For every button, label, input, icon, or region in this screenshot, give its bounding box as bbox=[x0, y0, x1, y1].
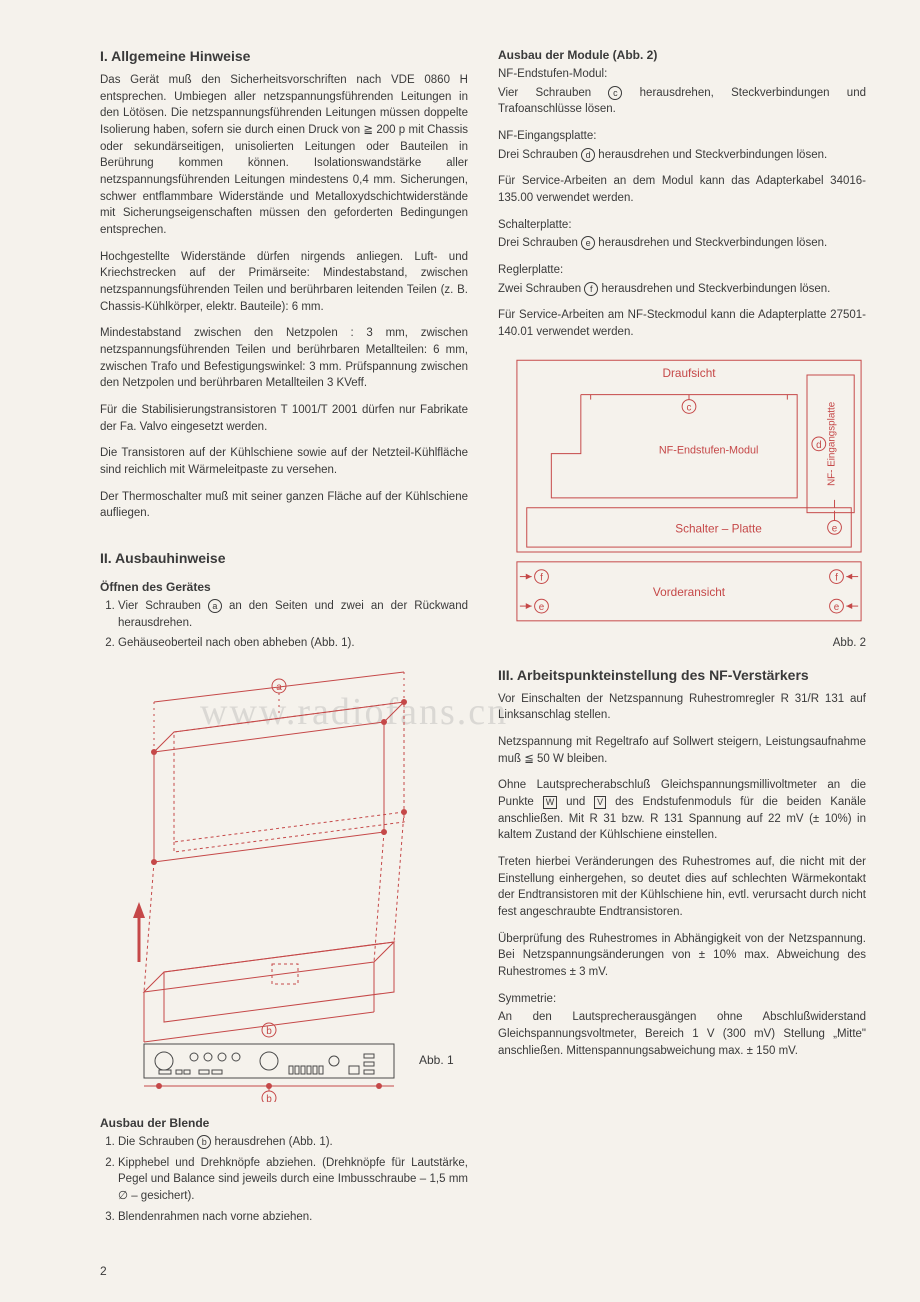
svg-text:e: e bbox=[834, 602, 840, 613]
svg-text:b: b bbox=[266, 1026, 272, 1037]
text: und bbox=[557, 796, 594, 808]
svg-text:d: d bbox=[816, 440, 821, 451]
svg-text:f: f bbox=[835, 572, 838, 583]
fig2-vorder: Vorderansicht bbox=[653, 585, 726, 599]
s3-p1: Vor Einschalten der Netzspannung Ruhestr… bbox=[498, 691, 866, 724]
s1-p5: Die Transistoren auf der Kühlschiene sow… bbox=[100, 445, 468, 478]
ref-a-icon: a bbox=[208, 599, 222, 613]
text: Zwei Schrauben bbox=[498, 283, 584, 295]
nf-ein-heading: NF-Eingangsplatte: bbox=[498, 128, 866, 145]
open-item-2: Gehäuseoberteil nach oben abheben (Abb. … bbox=[118, 635, 468, 652]
svg-text:c: c bbox=[687, 402, 692, 413]
schalter-heading: Schalterplatte: bbox=[498, 217, 866, 234]
module-heading: Ausbau der Module (Abb. 2) bbox=[498, 48, 866, 62]
blende-heading: Ausbau der Blende bbox=[100, 1116, 468, 1130]
blende-item-3: Blendenrahmen nach vorne abziehen. bbox=[118, 1209, 468, 1226]
svg-text:b: b bbox=[266, 1094, 272, 1102]
ref-d-icon: d bbox=[581, 148, 595, 162]
fig2-nfein: NF- Eingangsplatte bbox=[827, 401, 838, 486]
right-column: Ausbau der Module (Abb. 2) NF-Endstufen-… bbox=[498, 48, 866, 1278]
fig2-nfend: NF-Endstufen-Modul bbox=[659, 444, 759, 456]
s1-p6: Der Thermoschalter muß mit seiner ganzen… bbox=[100, 489, 468, 522]
text: Drei Schrauben bbox=[498, 149, 581, 161]
text: herausdrehen und Steckverbindungen lösen… bbox=[595, 149, 827, 161]
text: Vier Schrauben bbox=[118, 600, 208, 612]
text: herausdrehen und Steckverbindungen lösen… bbox=[595, 237, 827, 249]
fig2-draufsicht: Draufsicht bbox=[662, 366, 716, 380]
fig2-schalter: Schalter – Platte bbox=[675, 521, 762, 535]
text: Vier Schrauben bbox=[498, 87, 608, 99]
nf-ein-p: Drei Schrauben d herausdrehen und Steckv… bbox=[498, 147, 866, 164]
figure-2: Draufsicht NF-Endstufen-Modul c NF- Eing… bbox=[512, 353, 866, 633]
s1-p4: Für die Stabilisierungstransistoren T 10… bbox=[100, 402, 468, 435]
text: Drei Schrauben bbox=[498, 237, 581, 249]
blende-item-2: Kipphebel und Drehknöpfe abziehen. (Dreh… bbox=[118, 1155, 468, 1205]
sym-heading: Symmetrie: bbox=[498, 991, 866, 1008]
section1-heading: I. Allgemeine Hinweise bbox=[100, 48, 468, 64]
text: herausdrehen und Steckverbindungen lösen… bbox=[598, 283, 830, 295]
regler-heading: Reglerplatte: bbox=[498, 262, 866, 279]
blende-list: Die Schrauben b herausdrehen (Abb. 1). K… bbox=[100, 1134, 468, 1225]
sym-p: An den Lautsprecherausgängen ohne Abschl… bbox=[498, 1009, 866, 1059]
section3-heading: III. Arbeitspunkteinstellung des NF-Vers… bbox=[498, 667, 866, 683]
s1-p2: Hochgestellte Widerstände dürfen nirgend… bbox=[100, 249, 468, 316]
section2-heading: II. Ausbauhinweise bbox=[100, 550, 468, 566]
nf-end-heading: NF-Endstufen-Modul: bbox=[498, 66, 866, 83]
schalter-p: Drei Schrauben e herausdrehen und Steckv… bbox=[498, 235, 866, 252]
page-number: 2 bbox=[100, 1264, 107, 1278]
figure-1: a bbox=[100, 662, 468, 1102]
svg-text:f: f bbox=[540, 572, 543, 583]
s1-p1: Das Gerät muß den Sicherheitsvorschrifte… bbox=[100, 72, 468, 239]
figure-2-svg: Draufsicht NF-Endstufen-Modul c NF- Eing… bbox=[512, 353, 866, 633]
ref-f-icon: f bbox=[584, 282, 598, 296]
ref-w-icon: W bbox=[543, 796, 558, 809]
ref-e-icon: e bbox=[581, 236, 595, 250]
s3-p4: Treten hierbei Veränderungen des Ruhestr… bbox=[498, 854, 866, 921]
ref-b-icon: b bbox=[197, 1135, 211, 1149]
svg-text:e: e bbox=[832, 523, 838, 534]
open-heading: Öffnen des Gerätes bbox=[100, 580, 468, 594]
text: Die Schrauben bbox=[118, 1136, 197, 1148]
regler-p: Zwei Schrauben f herausdrehen und Steckv… bbox=[498, 281, 866, 298]
ref-v-icon: V bbox=[594, 796, 606, 809]
left-column: I. Allgemeine Hinweise Das Gerät muß den… bbox=[100, 48, 468, 1278]
blende-item-1: Die Schrauben b herausdrehen (Abb. 1). bbox=[118, 1134, 468, 1151]
nf-ein-p2: Für Service-Arbeiten an dem Modul kann d… bbox=[498, 173, 866, 206]
regler-p2: Für Service-Arbeiten am NF-Steckmodul ka… bbox=[498, 307, 866, 340]
s3-p5: Überprüfung des Ruhestromes in Abhängigk… bbox=[498, 931, 866, 981]
svg-text:a: a bbox=[276, 682, 282, 693]
nf-end-p: Vier Schrauben c herausdrehen, Steckverb… bbox=[498, 85, 866, 118]
ref-c-icon: c bbox=[608, 86, 622, 100]
fig2-caption: Abb. 2 bbox=[498, 637, 866, 649]
text: herausdrehen (Abb. 1). bbox=[211, 1136, 332, 1148]
fig1-caption-text: Abb. 1 bbox=[419, 1053, 454, 1067]
s1-p3: Mindestabstand zwischen den Netzpolen : … bbox=[100, 325, 468, 392]
svg-text:e: e bbox=[539, 602, 545, 613]
open-list: Vier Schrauben a an den Seiten und zwei … bbox=[100, 598, 468, 652]
figure-1-svg: a bbox=[100, 662, 468, 1102]
s3-p2: Netzspannung mit Regeltrafo auf Sollwert… bbox=[498, 734, 866, 767]
open-item-1: Vier Schrauben a an den Seiten und zwei … bbox=[118, 598, 468, 631]
s3-p3: Ohne Lautsprecherabschluß Gleichspannung… bbox=[498, 777, 866, 844]
page: www.radiofans.cn I. Allgemeine Hinweise … bbox=[0, 0, 920, 1302]
